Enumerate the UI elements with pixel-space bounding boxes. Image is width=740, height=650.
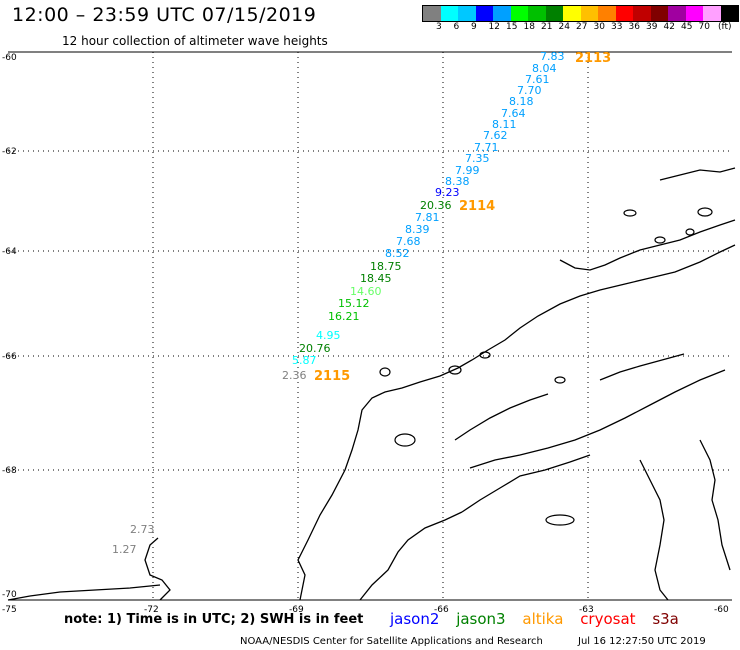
satellite-legend-item: jason3 [456, 610, 506, 628]
wave-height-value: 18.45 [360, 272, 392, 285]
lat-label: -70 [2, 590, 17, 600]
lat-label: -62 [2, 147, 17, 157]
wave-height-value: 20.36 [420, 199, 452, 212]
color-scale-swatch [615, 6, 633, 21]
pass-number: 2115 [314, 369, 350, 384]
wave-height-value: 8.39 [405, 223, 430, 236]
wave-height-value: 18.75 [370, 260, 402, 273]
color-scale-label: 39 [646, 22, 658, 32]
color-scale-label: 30 [593, 22, 605, 32]
color-scale-swatch [668, 6, 686, 21]
generated-timestamp: Jul 16 12:27:50 UTC 2019 [578, 636, 706, 647]
satellite-legend: jason2 jason3 altika cryosat s3a [390, 610, 679, 628]
wave-height-value: 8.38 [445, 175, 470, 188]
wave-height-value: 7.83 [540, 50, 565, 63]
color-scale-label: 12 [488, 22, 500, 32]
credit-line: NOAA/NESDIS Center for Satellite Applica… [240, 636, 543, 647]
lat-label: -64 [2, 247, 17, 257]
map-title: 12:00 – 23:59 UTC 07/15/2019 [12, 4, 317, 26]
lon-label: -63 [579, 605, 594, 615]
color-scale-labels: 3 6 9 12 15 18 21 24 27 30 33 36 39 42 45 70 [422, 22, 740, 34]
color-scale-units: (ft) [718, 22, 732, 32]
lat-label: -60 [2, 53, 17, 63]
wave-height-value: 8.11 [492, 118, 517, 131]
color-scale-swatch [440, 6, 458, 21]
color-scale-label: 6 [453, 22, 460, 32]
lat-axis-labels: -60 -62 -64 -66 -68 -70 [2, 53, 17, 600]
color-scale-swatch [703, 6, 721, 21]
wave-height-readings: 7.83 8.04 7.61 7.70 8.18 7.64 8.11 7.62 … [112, 50, 565, 556]
color-scale-swatch [510, 6, 528, 21]
wave-height-value: 7.64 [501, 107, 526, 120]
lon-label: -60 [714, 605, 729, 615]
lon-label: -66 [434, 605, 449, 615]
wave-height-value: 9.23 [435, 186, 460, 199]
satellite-legend-item: jason2 [390, 610, 440, 628]
lon-axis-labels: -75 -72 -69 -66 -63 -60 [2, 605, 729, 615]
coastline-islands [379, 207, 713, 526]
wave-height-value: 1.27 [112, 543, 137, 556]
wave-height-value: 7.71 [474, 141, 499, 154]
pass-number: 2114 [459, 199, 495, 214]
color-scale-swatch [598, 6, 616, 21]
wave-height-value: 8.18 [509, 95, 534, 108]
map-subtitle: 12 hour collection of altimeter wave hei… [62, 34, 328, 48]
color-scale-swatch [685, 6, 703, 21]
lon-label: -72 [144, 605, 159, 615]
color-scale-swatch [633, 6, 651, 21]
units-note: note: 1) Time is in UTC; 2) SWH is in fe… [64, 612, 364, 627]
satellite-legend-item: s3a [652, 610, 679, 628]
wave-height-value: 7.35 [465, 152, 490, 165]
color-scale-swatch [650, 6, 668, 21]
wave-height-value: 5.87 [292, 354, 317, 367]
color-scale-label: 42 [663, 22, 675, 32]
color-scale-label: 9 [471, 22, 477, 32]
color-scale-swatch [528, 6, 546, 21]
pass-number: 2113 [575, 51, 611, 66]
color-scale-label: 21 [541, 22, 553, 32]
color-scale-swatch [563, 6, 581, 21]
color-scale-label: 15 [506, 22, 518, 32]
wave-height-value: 15.12 [338, 297, 370, 310]
wave-height-value: 7.70 [517, 84, 542, 97]
wave-height-value: 16.21 [328, 310, 360, 323]
color-scale-label: 24 [558, 22, 570, 32]
color-scale-label: 70 [698, 22, 710, 32]
lon-label: -69 [289, 605, 304, 615]
color-scale-swatch [580, 6, 598, 21]
satellite-legend-item: altika [522, 610, 564, 628]
color-scale-label: 45 [681, 22, 693, 32]
color-scale-swatch [493, 6, 511, 21]
wave-height-value: 8.04 [532, 62, 557, 75]
graticule [8, 52, 732, 600]
wave-height-value: 4.95 [316, 329, 341, 342]
color-scale-label: 27 [576, 22, 588, 32]
color-scale-bar [422, 5, 739, 22]
lat-label: -68 [2, 466, 17, 476]
color-scale-label: 3 [436, 22, 442, 32]
wave-height-value: 2.36 [282, 369, 307, 382]
color-scale-label: 36 [628, 22, 640, 32]
coastline [7, 167, 736, 601]
wave-height-value: 2.73 [130, 523, 155, 536]
color-scale-swatch [458, 6, 476, 21]
satellite-legend-item: cryosat [580, 610, 636, 628]
wave-height-value: 7.61 [525, 73, 550, 86]
color-scale-label: 18 [523, 22, 535, 32]
wave-height-value: 7.81 [415, 211, 440, 224]
wave-height-value: 20.76 [299, 342, 331, 355]
lat-label: -66 [2, 352, 17, 362]
wave-height-value: 7.62 [483, 129, 508, 142]
wave-height-value: 7.68 [396, 235, 421, 248]
color-scale-swatch [545, 6, 563, 21]
color-scale-swatch [720, 6, 738, 21]
lon-label: -75 [2, 605, 17, 615]
color-scale-label: 33 [611, 22, 623, 32]
wave-height-value: 14.60 [350, 285, 382, 298]
wave-height-value: 8.52 [385, 247, 410, 260]
color-scale-swatch [423, 6, 441, 21]
color-scale-swatch [475, 6, 493, 21]
wave-height-value: 7.99 [455, 164, 480, 177]
